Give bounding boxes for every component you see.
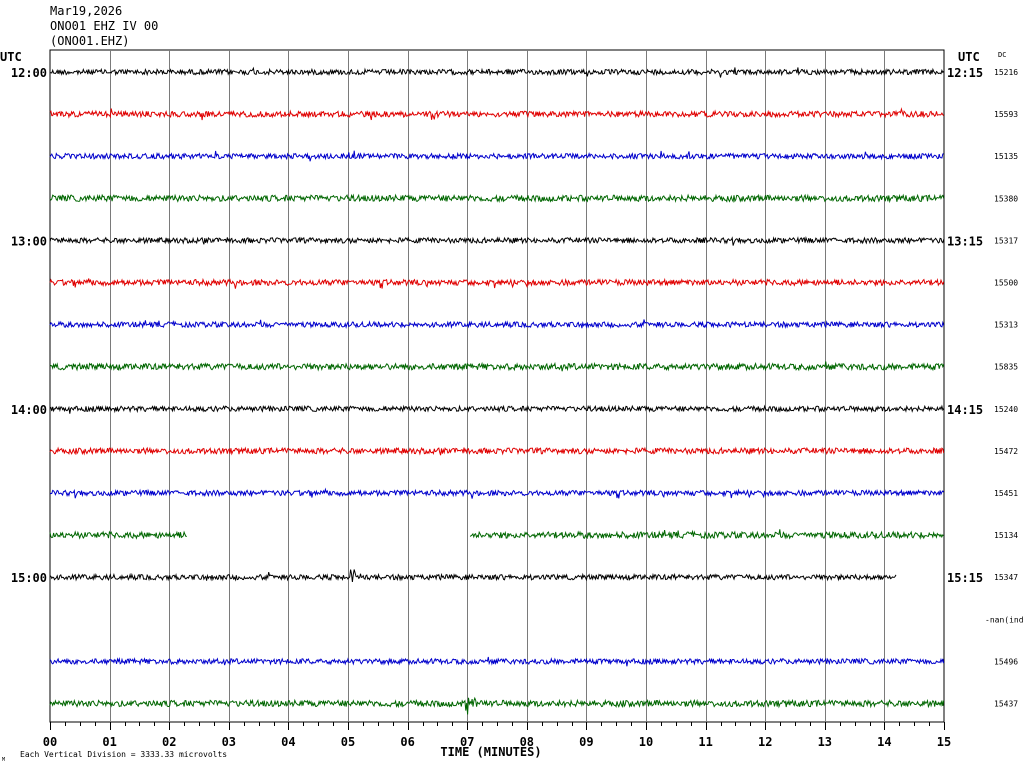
x-tick-label: 00 [43, 735, 57, 749]
seismic-traces [49, 66, 945, 715]
hour-label-right: 14:15 [947, 403, 983, 417]
dc-offset-label: -nan(ind) [985, 615, 1024, 624]
hour-label-right: 12:15 [947, 66, 983, 80]
trace-row-14 [49, 656, 945, 667]
dc-offset-label: 15134 [994, 531, 1018, 540]
hour-label-left: 13:00 [11, 234, 47, 248]
trace-row-4 [49, 236, 945, 246]
hour-label-right: 13:15 [947, 234, 983, 248]
trace-row-11 [49, 530, 187, 540]
trace-row-1 [49, 107, 945, 121]
plot-frame [49, 49, 945, 723]
x-tick-label: 01 [102, 735, 116, 749]
corner-mark: M [2, 757, 5, 763]
dc-offset-label: 15593 [994, 110, 1018, 119]
dc-offset-label: 15313 [994, 321, 1018, 330]
x-tick-label: 04 [281, 735, 295, 749]
dc-offset-label: 15240 [994, 405, 1018, 414]
x-tick-label: 09 [579, 735, 593, 749]
trace-row-10 [49, 487, 945, 499]
dc-offset-label: 15835 [994, 363, 1018, 372]
x-tick-label: 10 [639, 735, 653, 749]
x-tick-label: 08 [520, 735, 534, 749]
trace-row-3 [49, 193, 945, 204]
hour-label-left: 14:00 [11, 403, 47, 417]
x-tick-label: 15 [937, 735, 951, 749]
dc-offset-label: 15347 [994, 573, 1018, 582]
trace-row-8 [49, 404, 945, 414]
header-station-code: (ONO01.EHZ) [50, 34, 130, 48]
dc-offset-label: 15500 [994, 279, 1018, 288]
trace-row-11 [469, 529, 944, 540]
hour-label-left: 15:00 [11, 571, 47, 585]
trace-row-7 [49, 361, 945, 372]
utc-left-label: UTC [0, 50, 22, 64]
x-tick-label: 03 [222, 735, 236, 749]
x-tick-label: 13 [818, 735, 832, 749]
dc-header-label: DC [998, 51, 1006, 59]
scale-note: Each Vertical Division = 3333.33 microvo… [20, 750, 227, 759]
trace-row-12 [49, 569, 897, 583]
x-tick-label: 11 [698, 735, 712, 749]
x-axis-title: TIME (MINUTES) [440, 745, 541, 759]
hour-label-right: 15:15 [947, 571, 983, 585]
trace-row-15 [49, 696, 945, 715]
header-station-line: ONO01 EHZ IV 00 [50, 19, 159, 33]
hour-label-left: 12:00 [11, 66, 47, 80]
dc-offset-label: 15380 [994, 194, 1018, 203]
x-tick-label: 02 [162, 735, 176, 749]
dc-offset-label: 15472 [994, 447, 1018, 456]
dc-offset-label: 15317 [994, 236, 1018, 245]
trace-row-9 [49, 446, 945, 456]
grid-lines [49, 49, 945, 730]
trace-row-6 [49, 319, 945, 330]
trace-row-5 [49, 277, 945, 289]
dc-offset-label: 15496 [994, 657, 1018, 666]
x-tick-label: 05 [341, 735, 355, 749]
dc-offset-label: 15437 [994, 700, 1018, 709]
x-tick-label: 14 [877, 735, 891, 749]
dc-offset-label: 15135 [994, 152, 1018, 161]
header-date: Mar19,2026 [50, 4, 123, 18]
x-tick-label: 12 [758, 735, 772, 749]
trace-row-0 [49, 66, 945, 78]
utc-right-label: UTC [958, 50, 980, 64]
trace-row-2 [49, 150, 944, 162]
x-tick-label: 06 [400, 735, 414, 749]
dc-offset-label: 15216 [994, 68, 1018, 77]
dc-offset-label: 15451 [994, 489, 1018, 498]
x-tick-label: 07 [460, 735, 474, 749]
axis-labels: 00 01 02 03 04 05 06 07 08 09 10 11 12 13 14 15 12:00 13:… [11, 66, 1024, 749]
